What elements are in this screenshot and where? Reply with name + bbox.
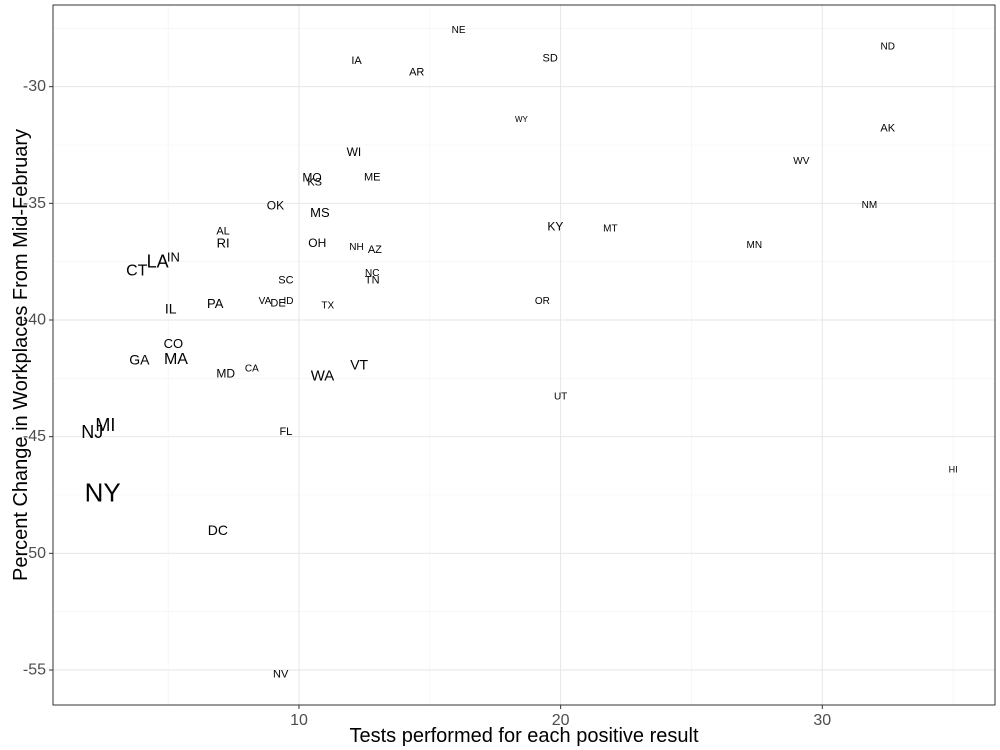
point-label-fl: FL — [279, 426, 292, 438]
y-tick-label: -30 — [23, 78, 46, 95]
point-label-sd: SD — [543, 53, 558, 65]
point-label-nm: NM — [862, 200, 878, 211]
point-label-oh: OH — [308, 236, 326, 250]
point-label-ny: NY — [85, 478, 121, 508]
axes: 10 20 30 -55 -50 -45 -40 -35 -30 — [23, 78, 831, 729]
point-label-wi: WI — [347, 145, 362, 159]
x-tick-label: 20 — [552, 712, 570, 729]
point-label-ut: UT — [554, 392, 567, 403]
point-label-wa: WA — [311, 368, 335, 385]
point-label-ar: AR — [409, 67, 424, 79]
point-label-nh: NH — [349, 242, 363, 253]
point-label-va: VA — [259, 296, 272, 307]
point-label-id: ID — [284, 296, 294, 307]
y-tick-label: -40 — [23, 312, 46, 329]
point-label-wv: WV — [793, 156, 809, 167]
point-label-ok: OK — [267, 199, 284, 213]
point-label-nc: NC — [365, 268, 379, 279]
y-tick-label: -35 — [23, 195, 46, 212]
x-tick-label: 10 — [290, 712, 308, 729]
point-label-nd: ND — [880, 42, 894, 53]
x-axis-title: Tests performed for each positive result — [349, 725, 698, 747]
point-label-co: CO — [164, 336, 184, 351]
point-label-ms: MS — [310, 205, 330, 220]
point-label-hi: HI — [949, 464, 958, 474]
point-label-ne: NE — [452, 25, 466, 36]
point-label-il: IL — [165, 300, 177, 316]
x-tick-label: 30 — [813, 712, 831, 729]
point-label-pa: PA — [207, 296, 224, 311]
y-axis-title: Percent Change in Workplaces From Mid-Fe… — [10, 129, 32, 581]
point-label-or: OR — [535, 296, 550, 307]
point-label-ks: KS — [307, 176, 322, 188]
point-label-mi: MI — [95, 415, 115, 435]
point-label-la: LA — [147, 252, 169, 272]
point-label-nj: NJ — [81, 422, 103, 442]
point-label-de: DE — [270, 298, 285, 310]
point-label-ma: MA — [164, 351, 188, 368]
point-label-mn: MN — [746, 240, 762, 251]
point-label-vt: VT — [350, 356, 368, 372]
point-label-az: AZ — [368, 244, 382, 256]
y-tick-label: -55 — [23, 662, 46, 679]
point-label-dc: DC — [208, 522, 228, 538]
point-label-me: ME — [364, 172, 381, 184]
grid-lines — [53, 5, 995, 705]
point-label-ak: AK — [880, 123, 895, 135]
point-label-ri: RI — [217, 236, 230, 251]
point-label-mt: MT — [603, 224, 617, 235]
y-tick-label: -50 — [23, 545, 46, 562]
plot-panel-border — [52, 4, 996, 706]
point-label-nv: NV — [273, 669, 289, 681]
point-label-ga: GA — [129, 352, 150, 368]
point-label-tx: TX — [321, 301, 334, 312]
point-label-mo: MO — [302, 171, 321, 185]
point-label-ca: CA — [245, 364, 259, 375]
point-label-md: MD — [216, 367, 235, 381]
y-tick-label: -45 — [23, 428, 46, 445]
point-label-ct: CT — [126, 263, 148, 280]
point-label-in: IN — [167, 250, 180, 265]
point-label-ky: KY — [547, 220, 563, 234]
point-label-al: AL — [216, 225, 229, 237]
point-label-tn: TN — [365, 274, 380, 286]
point-label-wy: WY — [515, 115, 529, 124]
point-label-sc: SC — [278, 274, 293, 286]
point-label-ia: IA — [351, 55, 362, 67]
